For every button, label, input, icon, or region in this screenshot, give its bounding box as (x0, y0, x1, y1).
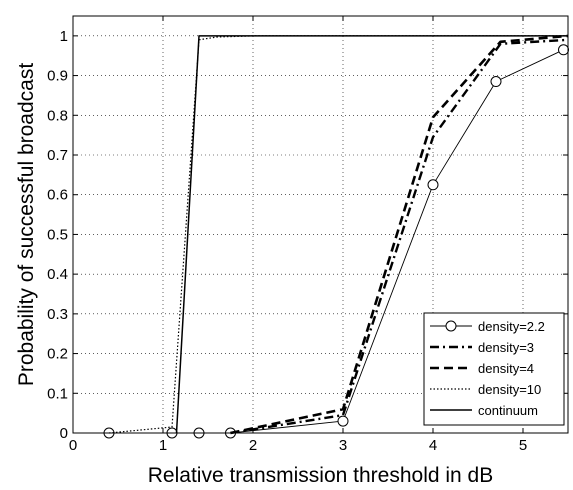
y-tick-label: 0.8 (47, 107, 68, 124)
x-axis-label: Relative transmission threshold in dB (148, 464, 494, 487)
axis-ticks (72, 16, 568, 434)
series-line-density-3 (230, 38, 569, 435)
x-tick-label: 3 (339, 437, 347, 454)
legend-entry-label: density=3 (478, 340, 534, 355)
plot-frame (72, 15, 569, 434)
legend-entry-label: density=4 (478, 361, 534, 376)
y-tick-label: 0.5 (47, 226, 68, 243)
x-tick-label: 1 (159, 437, 167, 454)
y-tick-label: 0.3 (47, 306, 68, 323)
series-line-density-4 (230, 34, 569, 435)
y-tick-label: 0.7 (47, 147, 68, 164)
y-tick-label: 1 (60, 28, 68, 45)
y-axis-label: Probability of successful broadcast (15, 63, 38, 386)
y-tick-label: 0.9 (47, 68, 68, 85)
y-tick-label: 0.4 (47, 266, 68, 283)
x-tick-label: 0 (69, 437, 77, 454)
data-point-density-2-2 (558, 44, 569, 56)
y-tick-labels: 0 0.1 0.2 0.3 0.4 0.5 0.6 0.7 0.8 0.9 1 (47, 28, 68, 442)
legend-marker (445, 320, 457, 332)
data-point-density-2-2 (337, 415, 349, 427)
series-line-continuum (175, 35, 568, 434)
y-tick-label: 0.1 (47, 385, 68, 402)
series-line-density-10 (108, 35, 568, 434)
x-tick-label: 2 (249, 437, 257, 454)
data-point-density-2-2 (427, 179, 439, 191)
legend-entry-label: continuum (478, 403, 538, 418)
x-tick-label: 5 (519, 437, 527, 454)
x-tick-label: 4 (429, 437, 437, 454)
legend-entry-label: density=10 (478, 382, 541, 397)
y-tick-label: 0.2 (47, 346, 68, 363)
y-tick-label: 0 (60, 425, 68, 442)
x-tick-labels: 0 1 2 3 4 5 (69, 437, 527, 454)
data-point-density-2-2 (490, 76, 502, 88)
legend-entry-label: density=2.2 (478, 319, 545, 334)
series-layer (103, 34, 569, 439)
y-tick-label: 0.6 (47, 187, 68, 204)
legend: density=2.2 density=3 density=4 density=10 c… (423, 312, 565, 426)
